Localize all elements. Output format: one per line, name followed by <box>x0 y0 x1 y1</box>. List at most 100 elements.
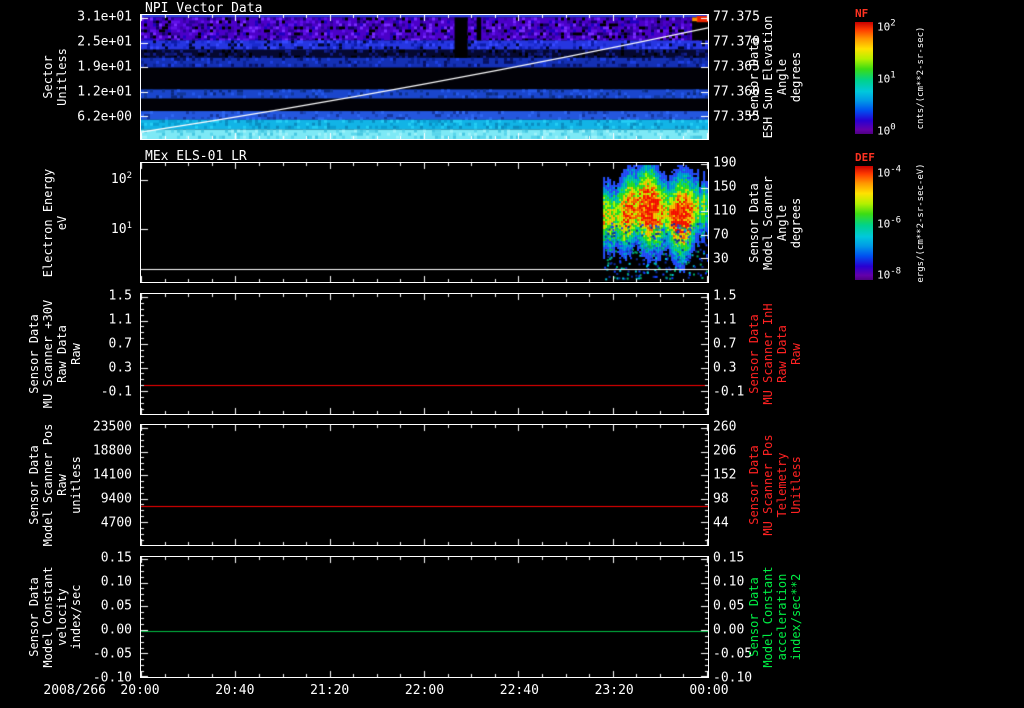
left-axis-tick-label: 23500 <box>92 419 132 435</box>
right-axis-tick-label: 70 <box>713 227 729 243</box>
right-axis-tick-label: 190 <box>713 155 737 171</box>
left-axis-tick-label: 0.10 <box>100 574 132 590</box>
right-axis-tick-label: 77.365 <box>713 59 760 75</box>
right-axis-tick-label: -0.10 <box>713 670 753 686</box>
x-axis-date-label: 2008/266 <box>43 683 106 698</box>
right-axis-tick-label: 206 <box>713 443 737 459</box>
left-axis-tick-label: -0.05 <box>92 646 132 662</box>
colorbar-tick-label: 10-4 <box>877 164 902 180</box>
left-axis-tick-label: 1.9e+01 <box>77 59 132 75</box>
colorbar-def: DEF 10-4 10-6 10-8 ergs/(cm**2-sr-sec-eV) <box>852 151 1024 283</box>
left-axis-tick-label: 0.00 <box>100 622 132 638</box>
right-axis-tick-label: 98 <box>713 491 729 507</box>
left-axis-tick-labels: 1.5 1.1 0.7 0.3 -0.1 <box>0 289 136 415</box>
colorbar-tick-label: 10-8 <box>877 266 902 282</box>
right-axis-label: Sensor Data MU Scanner Pos Telemetry Uni… <box>742 424 808 546</box>
colorbar-nf: NF 102 101 100 cnts/(cm**2-sr-sec) <box>852 7 1024 137</box>
right-axis-tick-label: 77.370 <box>713 34 760 50</box>
left-axis-tick-labels: 23500 18800 14100 9400 4700 <box>0 420 136 546</box>
x-tick-label: 20:40 <box>215 683 255 698</box>
colorbar-units-text: ergs/(cm**2-sr-sec-eV) <box>916 163 926 283</box>
colorbar-tick-labels: 102 101 100 <box>877 19 909 137</box>
left-axis-tick-label: 0.3 <box>108 360 132 376</box>
model-constant-line-canvas <box>141 557 708 677</box>
colorbar-tick-labels: 10-4 10-6 10-8 <box>877 164 909 282</box>
left-axis-tick-label: 4700 <box>100 515 132 531</box>
right-axis-tick-labels: 77.375 77.370 77.365 77.360 77.355 <box>713 10 761 140</box>
right-axis-tick-labels: 260 206 152 98 44 <box>713 420 761 546</box>
left-axis-tick-labels: 3.1e+01 2.5e+01 1.9e+01 1.2e+01 6.2e+00 <box>0 10 136 140</box>
x-tick-label: 22:00 <box>404 683 445 698</box>
left-axis-tick-label: 1.1 <box>108 312 132 328</box>
right-axis-tick-label: 0.00 <box>713 622 745 638</box>
panel-model-scanner-pos: Sensor Data Model Scanner Pos Raw unitle… <box>0 420 1024 547</box>
right-axis-tick-labels: 1.5 1.1 0.7 0.3 -0.1 <box>713 289 761 415</box>
els-spectrogram <box>140 162 709 283</box>
right-axis-tick-label: 0.3 <box>713 360 737 376</box>
x-tick-label: 20:00 <box>120 683 160 698</box>
scanner-pos-line-plot <box>140 424 709 546</box>
x-tick-label: 21:20 <box>310 683 350 698</box>
colorbar-gradient <box>855 22 873 134</box>
right-axis-tick-label: 1.1 <box>713 312 737 328</box>
right-axis-tick-label: 1.5 <box>713 288 737 304</box>
right-axis-label-text: Sensor Data ESH Sun Elevation Angle degr… <box>747 15 803 139</box>
panel-title: MEx ELS-01 LR <box>145 149 247 164</box>
model-constant-line-plot <box>140 556 709 678</box>
right-axis-tick-label: 0.10 <box>713 574 745 590</box>
right-axis-tick-label: 110 <box>713 203 737 219</box>
mu-scanner-line-canvas <box>141 294 708 414</box>
panel-title: NPI Vector Data <box>145 1 263 16</box>
left-axis-tick-label: 2.5e+01 <box>77 34 132 50</box>
colorbar-tick-label: 102 <box>877 19 896 34</box>
right-axis-tick-label: 150 <box>713 179 737 195</box>
x-axis: 2008/266 20:00 20:40 21:20 22:00 22:40 23:20 0… <box>0 683 1024 699</box>
left-axis-tick-labels: 0.15 0.10 0.05 0.00 -0.05 -0.10 <box>0 550 136 685</box>
colorbar-name: NF <box>855 7 869 20</box>
panel-mu-scanner-raw: Sensor Data MU Scanner +30V Raw Data Raw… <box>0 289 1024 415</box>
right-axis-tick-label: 0.7 <box>713 336 737 352</box>
left-axis-tick-label: 6.2e+00 <box>77 109 132 125</box>
scanner-pos-line-canvas <box>141 425 708 545</box>
right-axis-tick-label: 0.05 <box>713 598 745 614</box>
colorbar-tick-label: 100 <box>877 122 896 137</box>
right-axis-tick-label: 260 <box>713 419 737 435</box>
right-axis-label-text: Sensor Data MU Scanner InH Raw Data Raw <box>747 303 803 405</box>
left-axis-tick-label: 0.05 <box>100 598 132 614</box>
colorbar-name: DEF <box>855 151 875 164</box>
x-tick-label: 00:00 <box>689 683 729 698</box>
right-axis-tick-labels: 0.15 0.10 0.05 0.00 -0.05 -0.10 <box>713 550 761 685</box>
colorbar-gradient <box>855 166 873 280</box>
left-axis-tick-label: 9400 <box>100 491 132 507</box>
left-axis-tick-label: 1.2e+01 <box>77 84 132 100</box>
right-axis-tick-label: 44 <box>713 515 729 531</box>
right-axis-label: Sensor Data Model Constant acceleration … <box>742 556 808 678</box>
els-spectrogram-canvas <box>141 163 708 282</box>
left-axis-tick-label: 1.5 <box>108 288 132 304</box>
left-axis-tick-label: 101 <box>110 220 132 238</box>
right-axis-label: Sensor Data Model Scanner Angle degrees <box>742 162 808 283</box>
right-axis-label-text: Sensor Data Model Scanner Angle degrees <box>747 175 803 270</box>
left-axis-tick-label: 3.1e+01 <box>77 9 132 25</box>
npi-spectrogram-canvas <box>141 15 708 139</box>
colorbar-units-label: cnts/(cm**2-sr-sec) <box>910 22 932 134</box>
colorbar-tick-label: 10-6 <box>877 215 902 231</box>
left-axis-tick-labels: 102 101 <box>0 162 136 283</box>
left-axis-tick-label: 0.15 <box>100 550 132 566</box>
panel-model-constant-velocity: Sensor Data Model Constant velocity inde… <box>0 550 1024 685</box>
left-axis-tick-label: 18800 <box>92 443 132 459</box>
right-axis-tick-label: 77.360 <box>713 84 760 100</box>
right-axis-tick-label: 77.355 <box>713 109 760 125</box>
left-axis-tick-label: 102 <box>110 170 132 188</box>
colorbar-tick-label: 101 <box>877 70 896 86</box>
left-axis-tick-label: -0.10 <box>92 670 132 686</box>
left-axis-tick-label: -0.1 <box>100 384 132 400</box>
right-axis-tick-label: 30 <box>713 251 729 267</box>
right-axis-tick-label: -0.05 <box>713 646 753 662</box>
right-axis-label: Sensor Data ESH Sun Elevation Angle degr… <box>742 14 808 140</box>
right-axis-tick-label: -0.1 <box>713 384 745 400</box>
mu-scanner-line-plot <box>140 293 709 415</box>
colorbar-units-label: ergs/(cm**2-sr-sec-eV) <box>910 163 932 283</box>
right-axis-label: Sensor Data MU Scanner InH Raw Data Raw <box>742 293 808 415</box>
